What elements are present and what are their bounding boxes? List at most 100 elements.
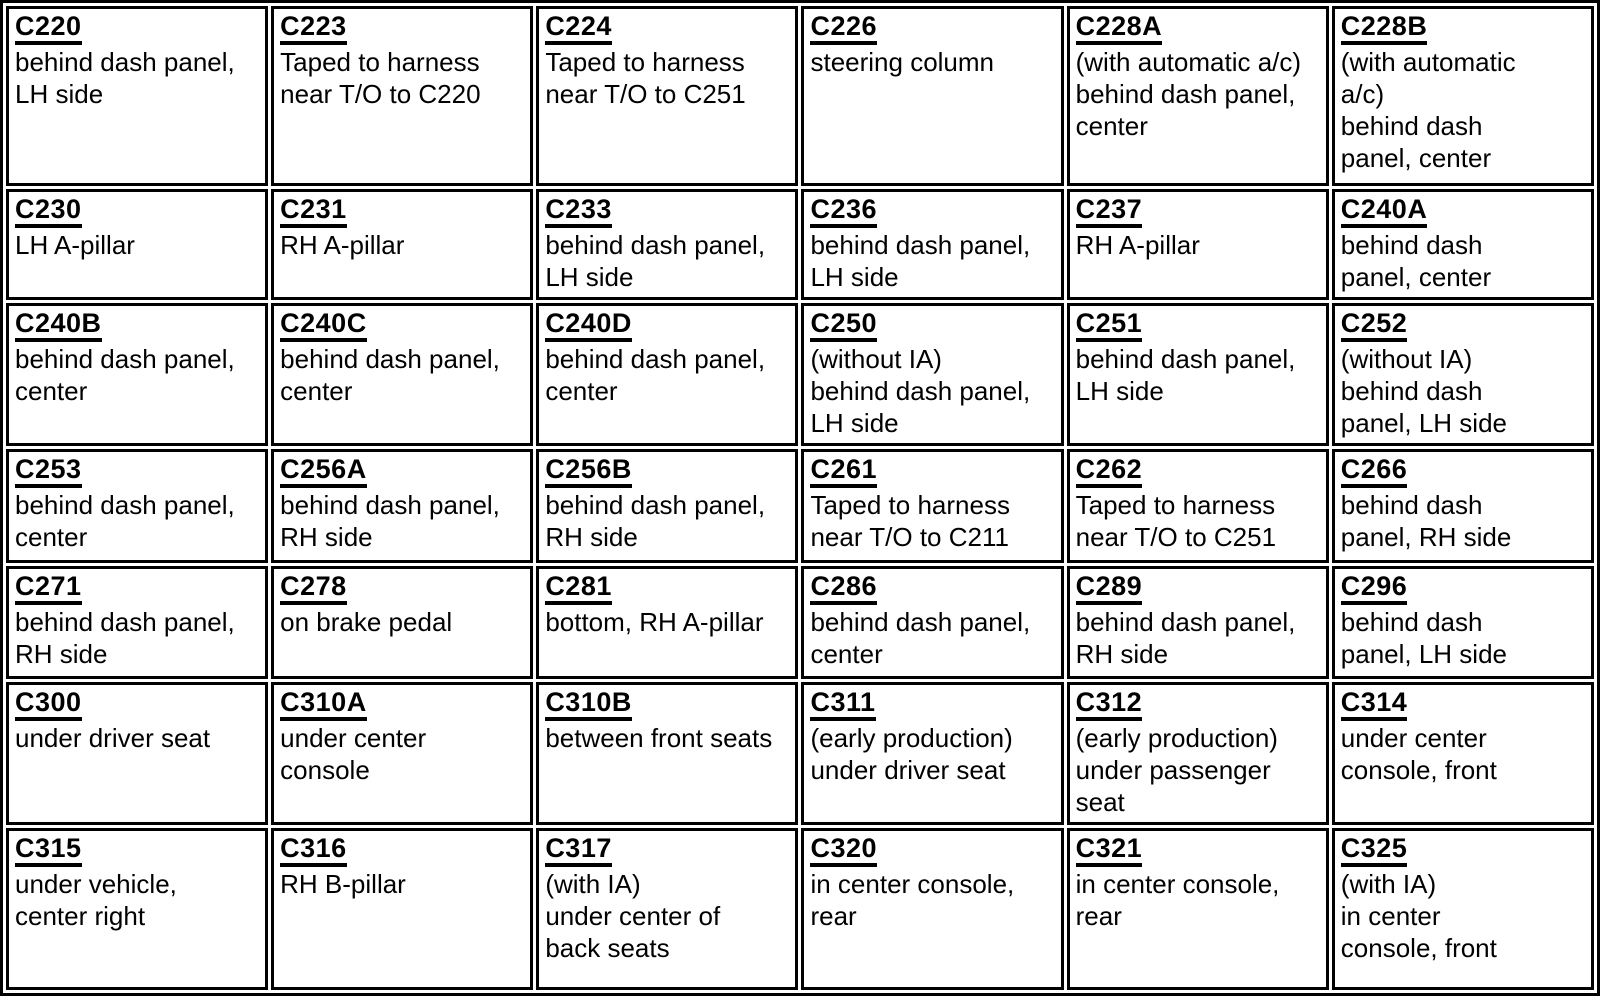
connector-cell: C311 (early production) under driver seat	[801, 682, 1064, 825]
connector-location-text: behind dash panel, RH side	[1340, 490, 1512, 552]
connector-location-text: behind dash panel, LH side	[810, 230, 1031, 292]
connector-location-text: (with automatic a/c) behind dash panel, …	[1075, 47, 1302, 141]
connector-cell: C314 under center console, front	[1331, 682, 1594, 825]
connector-location-text: in center console, rear	[810, 869, 1015, 931]
connector-location-text: behind dash panel, LH side	[1075, 344, 1296, 406]
connector-code-link[interactable]: C256A	[280, 454, 367, 488]
connector-code-link[interactable]: C228A	[1075, 11, 1163, 45]
connector-code-link[interactable]: C224	[545, 11, 612, 45]
connector-code-link[interactable]: C240D	[545, 308, 632, 342]
connector-location-text: behind dash panel, center	[1340, 230, 1492, 292]
connector-code-link[interactable]: C315	[15, 833, 82, 867]
connector-location-text: behind dash panel, RH side	[545, 490, 766, 552]
connector-code-link[interactable]: C230	[15, 194, 82, 228]
connector-code-link[interactable]: C240B	[15, 308, 102, 342]
connector-code-link[interactable]: C237	[1075, 194, 1143, 228]
connector-code-link[interactable]: C236	[810, 194, 878, 228]
connector-code-link[interactable]: C316	[280, 833, 347, 867]
connector-cell: C252 (without IA) behind dash panel, LH s…	[1331, 303, 1594, 446]
connector-code-link[interactable]: C228B	[1340, 11, 1428, 45]
connector-code-row: C312	[1075, 687, 1320, 722]
connector-code-row: C240D	[545, 308, 789, 343]
connector-code-link[interactable]: C311	[810, 687, 876, 721]
connector-code-link[interactable]: C266	[1340, 454, 1408, 488]
connector-cell: C320 in center console, rear	[801, 828, 1064, 990]
connector-table-body: C220 behind dash panel, LH side C223 Taped …	[6, 6, 1594, 990]
connector-code-link[interactable]: C320	[810, 833, 878, 867]
connector-location-text: LH A-pillar	[15, 230, 135, 260]
connector-code-link[interactable]: C253	[15, 454, 82, 488]
connector-cell: C325 (with IA) in center console, front	[1331, 828, 1594, 990]
connector-cell: C240D behind dash panel, center	[536, 303, 799, 446]
connector-location-text: under driver seat	[15, 723, 211, 753]
connector-code-link[interactable]: C278	[280, 571, 347, 605]
connector-cell: C286 behind dash panel, center	[801, 566, 1064, 679]
connector-code-link[interactable]: C240C	[280, 308, 367, 342]
connector-cell: C228A (with automatic a/c) behind dash pa…	[1066, 6, 1329, 186]
connector-code-link[interactable]: C317	[545, 833, 612, 867]
connector-code-row: C233	[545, 194, 789, 229]
connector-cell: C228B (with automatic a/c) behind dash pa…	[1331, 6, 1594, 186]
connector-location-text: behind dash panel, LH side	[1340, 607, 1508, 669]
table-row: C271 behind dash panel, RH side C278 on bra…	[6, 566, 1594, 679]
connector-code-row: C316	[280, 833, 524, 868]
connector-code-link[interactable]: C286	[810, 571, 878, 605]
connector-code-row: C278	[280, 571, 524, 606]
connector-cell: C251 behind dash panel, LH side	[1066, 303, 1329, 446]
connector-code-row: C228B	[1340, 11, 1585, 46]
connector-cell: C310B between front seats	[536, 682, 799, 825]
connector-location-text: behind dash panel, RH side	[280, 490, 500, 552]
connector-location-text: behind dash panel, center	[545, 344, 766, 406]
connector-code-link[interactable]: C310B	[545, 687, 632, 721]
connector-location-text: behind dash panel, center	[280, 344, 500, 406]
connector-code-link[interactable]: C314	[1340, 687, 1408, 721]
connector-code-link[interactable]: C233	[545, 194, 612, 228]
connector-cell: C300 under driver seat	[6, 682, 269, 825]
connector-code-link[interactable]: C250	[810, 308, 878, 342]
connector-code-link[interactable]: C261	[810, 454, 878, 488]
connector-cell: C256B behind dash panel, RH side	[536, 449, 799, 563]
connector-code-link[interactable]: C312	[1075, 687, 1143, 721]
connector-code-link[interactable]: C321	[1075, 833, 1143, 867]
connector-cell: C240B behind dash panel, center	[6, 303, 269, 446]
connector-code-link[interactable]: C281	[545, 571, 612, 605]
connector-code-row: C220	[15, 11, 259, 46]
table-row: C240B behind dash panel, center C240C behin…	[6, 303, 1594, 446]
connector-code-link[interactable]: C296	[1340, 571, 1408, 605]
connector-code-link[interactable]: C289	[1075, 571, 1143, 605]
connector-code-link[interactable]: C231	[280, 194, 347, 228]
connector-cell: C261 Taped to harness near T/O to C211	[801, 449, 1064, 563]
connector-cell: C256A behind dash panel, RH side	[271, 449, 534, 563]
connector-code-link[interactable]: C256B	[545, 454, 632, 488]
connector-code-link[interactable]: C271	[15, 571, 82, 605]
connector-location-text: steering column	[810, 47, 995, 77]
connector-location-text: under center console, front	[1340, 723, 1497, 785]
connector-cell: C310A under center console	[271, 682, 534, 825]
connector-code-row: C256A	[280, 454, 524, 489]
connector-code-row: C262	[1075, 454, 1320, 489]
connector-code-link[interactable]: C325	[1340, 833, 1408, 867]
connector-code-row: C266	[1340, 454, 1585, 489]
connector-cell: C236 behind dash panel, LH side	[801, 189, 1064, 300]
connector-location-text: behind dash panel, center	[810, 607, 1031, 669]
connector-code-link[interactable]: C262	[1075, 454, 1143, 488]
connector-code-link[interactable]: C223	[280, 11, 347, 45]
table-row: C230 LH A-pillar C231 RH A-pillar C233 behind…	[6, 189, 1594, 300]
table-row: C315 under vehicle, center right C316 RH B-…	[6, 828, 1594, 990]
connector-code-row: C231	[280, 194, 524, 229]
connector-location-text: (with IA) under center of back seats	[545, 869, 721, 963]
connector-code-link[interactable]: C300	[15, 687, 82, 721]
connector-location-text: in center console, rear	[1075, 869, 1280, 931]
connector-code-link[interactable]: C310A	[280, 687, 367, 721]
connector-code-link[interactable]: C251	[1075, 308, 1143, 342]
connector-code-link[interactable]: C252	[1340, 308, 1408, 342]
connector-code-link[interactable]: C226	[810, 11, 878, 45]
connector-cell: C315 under vehicle, center right	[6, 828, 269, 990]
connector-code-link[interactable]: C220	[15, 11, 82, 45]
connector-cell: C312 (early production) under passenger s…	[1066, 682, 1329, 825]
connector-code-link[interactable]: C240A	[1340, 194, 1428, 228]
connector-code-row: C251	[1075, 308, 1320, 343]
connector-location-text: Taped to harness near T/O to C251	[1075, 490, 1277, 552]
connector-location-text: between front seats	[545, 723, 773, 753]
connector-location-text: Taped to harness near T/O to C220	[280, 47, 481, 109]
